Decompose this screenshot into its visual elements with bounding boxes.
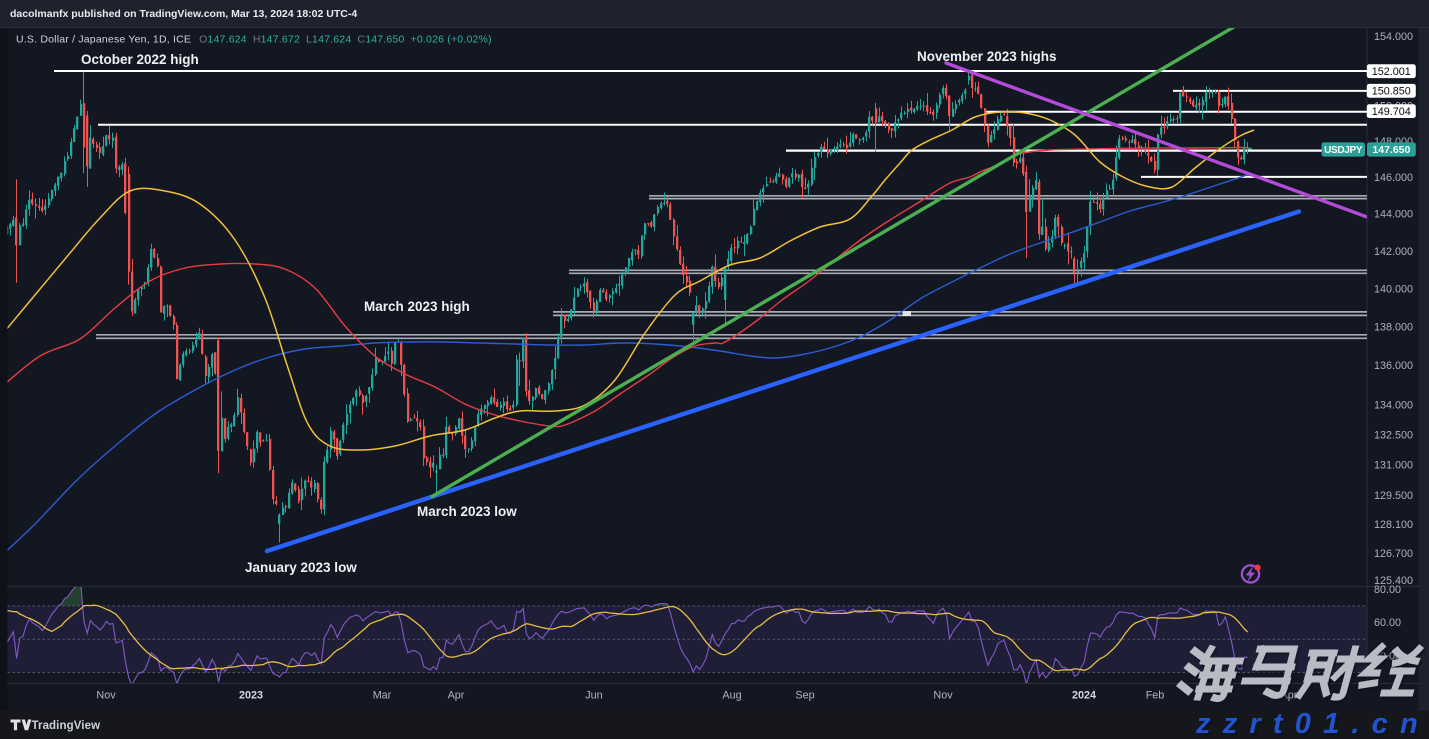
svg-text:Feb: Feb	[1146, 690, 1165, 702]
svg-text:126.700: 126.700	[1374, 548, 1413, 560]
svg-text:Jun: Jun	[585, 690, 602, 702]
svg-text:149.704: 149.704	[1372, 106, 1411, 118]
svg-text:Mar: Mar	[373, 690, 392, 702]
svg-text:60.00: 60.00	[1374, 617, 1401, 629]
svg-text:125.400: 125.400	[1374, 575, 1413, 587]
svg-text:dacolmanfx published on Tradin: dacolmanfx published on TradingView.com,…	[10, 8, 357, 20]
svg-text:Nov: Nov	[96, 690, 116, 702]
svg-text:March 2023 high: March 2023 high	[364, 299, 470, 314]
svg-text:Nov: Nov	[933, 690, 953, 702]
svg-text:TradingView: TradingView	[32, 720, 101, 732]
svg-text:zzrt01.cn: zzrt01.cn	[1198, 711, 1429, 739]
svg-text:136.000: 136.000	[1374, 360, 1413, 372]
svg-text:U.S. Dollar / Japanese Yen, 1D: U.S. Dollar / Japanese Yen, 1D, ICE O147.…	[16, 34, 492, 46]
svg-text:October 2022 high: October 2022 high	[81, 52, 199, 67]
svg-text:154.000: 154.000	[1374, 31, 1413, 43]
svg-text:142.000: 142.000	[1374, 246, 1413, 258]
svg-text:Aug: Aug	[722, 690, 741, 702]
svg-text:144.000: 144.000	[1374, 209, 1413, 221]
svg-text:150.850: 150.850	[1372, 86, 1411, 98]
svg-text:November 2023 highs: November 2023 highs	[917, 49, 1057, 64]
svg-text:January 2023 low: January 2023 low	[245, 560, 357, 575]
svg-text:147.650: 147.650	[1372, 144, 1410, 156]
svg-text:2023: 2023	[239, 690, 263, 702]
svg-text:2024: 2024	[1072, 690, 1096, 702]
svg-text:146.000: 146.000	[1374, 172, 1413, 184]
svg-text:128.100: 128.100	[1374, 519, 1413, 531]
svg-text:140.000: 140.000	[1374, 283, 1413, 295]
svg-text:80.00: 80.00	[1374, 584, 1401, 596]
svg-text:Sep: Sep	[795, 690, 814, 702]
svg-text:Apr: Apr	[448, 690, 465, 702]
svg-text:132.500: 132.500	[1374, 429, 1413, 441]
svg-text:March 2023 low: March 2023 low	[417, 504, 517, 519]
svg-text:152.001: 152.001	[1372, 66, 1411, 78]
svg-text:134.000: 134.000	[1374, 399, 1413, 411]
svg-text:129.500: 129.500	[1374, 490, 1413, 502]
svg-text:131.000: 131.000	[1374, 460, 1413, 472]
svg-text:zzrt01.cn: zzrt01.cn	[1195, 708, 1429, 739]
svg-text:138.000: 138.000	[1374, 322, 1413, 334]
svg-text:USDJPY: USDJPY	[1324, 145, 1363, 156]
